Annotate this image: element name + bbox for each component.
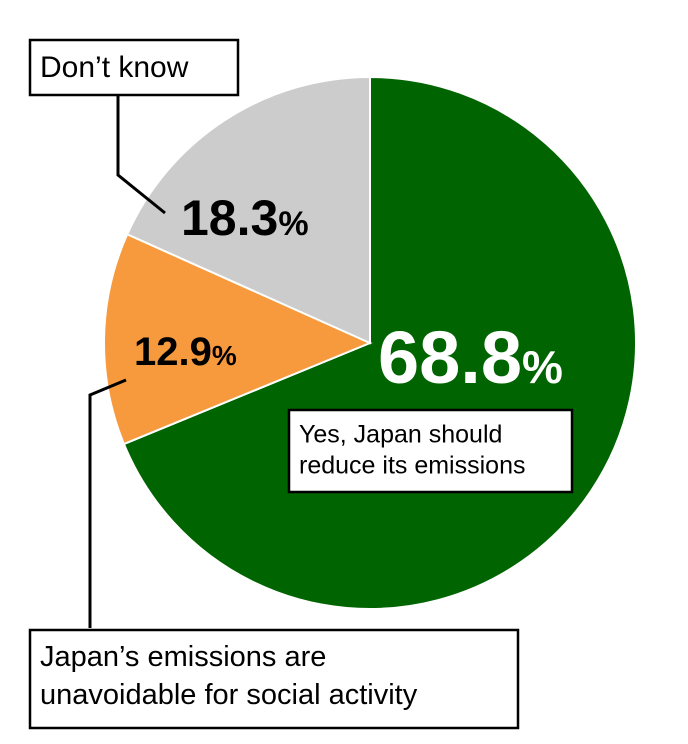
callout-yes-box xyxy=(287,408,574,494)
leader-line-unavoidable xyxy=(88,378,127,628)
value-label-yes: 68.8% xyxy=(378,316,563,399)
callout-unavoidable-line-1: Japan’s emissions are xyxy=(40,641,326,673)
value-label-unavoidable-unit: % xyxy=(212,340,237,371)
callout-dont-know-box xyxy=(28,38,240,97)
pie-slice-3 xyxy=(125,75,371,345)
value-label-unavoidable-number: 12.9 xyxy=(134,330,212,374)
callout-yes-line-2: reduce its emissions xyxy=(299,452,525,480)
value-label-yes-unit: % xyxy=(522,341,563,393)
value-label-dont-know-number: 18.3 xyxy=(181,190,278,246)
callout-unavoidable-line-2: unavoidable for social activity xyxy=(40,679,418,711)
value-label-dont-know-unit: % xyxy=(278,205,308,243)
callout-dont-know-line-1: Don’t know xyxy=(40,51,189,84)
callout-yes-line-1: Yes, Japan should xyxy=(299,421,502,449)
pie-slice-2 xyxy=(103,232,373,446)
leader-line-dont-know xyxy=(116,94,166,215)
value-label-yes-number: 68.8 xyxy=(378,316,522,399)
value-label-unavoidable: 12.9% xyxy=(134,330,237,374)
value-label-dont-know: 18.3% xyxy=(181,190,309,246)
callout-unavoidable-box xyxy=(28,628,520,730)
